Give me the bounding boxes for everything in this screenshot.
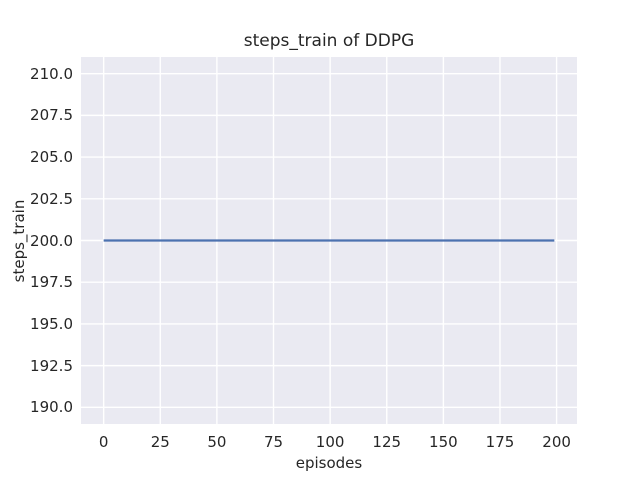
plot-area: [81, 57, 577, 424]
x-tick-label: 175: [485, 433, 515, 451]
x-tick-label: 125: [372, 433, 402, 451]
y-tick-label: 190.0: [30, 398, 73, 417]
x-tick-label: 0: [98, 433, 109, 451]
x-tick-label: 200: [542, 433, 571, 451]
line-chart-canvas: [81, 57, 577, 424]
y-axis-label: steps_train: [10, 199, 28, 283]
x-tick-label: 100: [315, 433, 345, 451]
y-tick-label: 207.5: [30, 106, 73, 125]
x-tick-label: 50: [207, 433, 227, 451]
x-tick-label: 25: [150, 433, 170, 451]
y-tick-label: 192.5: [30, 356, 73, 375]
x-axis-label: episodes: [295, 454, 363, 472]
x-tick-label: 150: [429, 433, 458, 451]
chart-title: steps_train of DDPG: [243, 31, 415, 51]
x-tick-label: 75: [263, 433, 284, 451]
y-tick-label: 210.0: [30, 64, 73, 83]
